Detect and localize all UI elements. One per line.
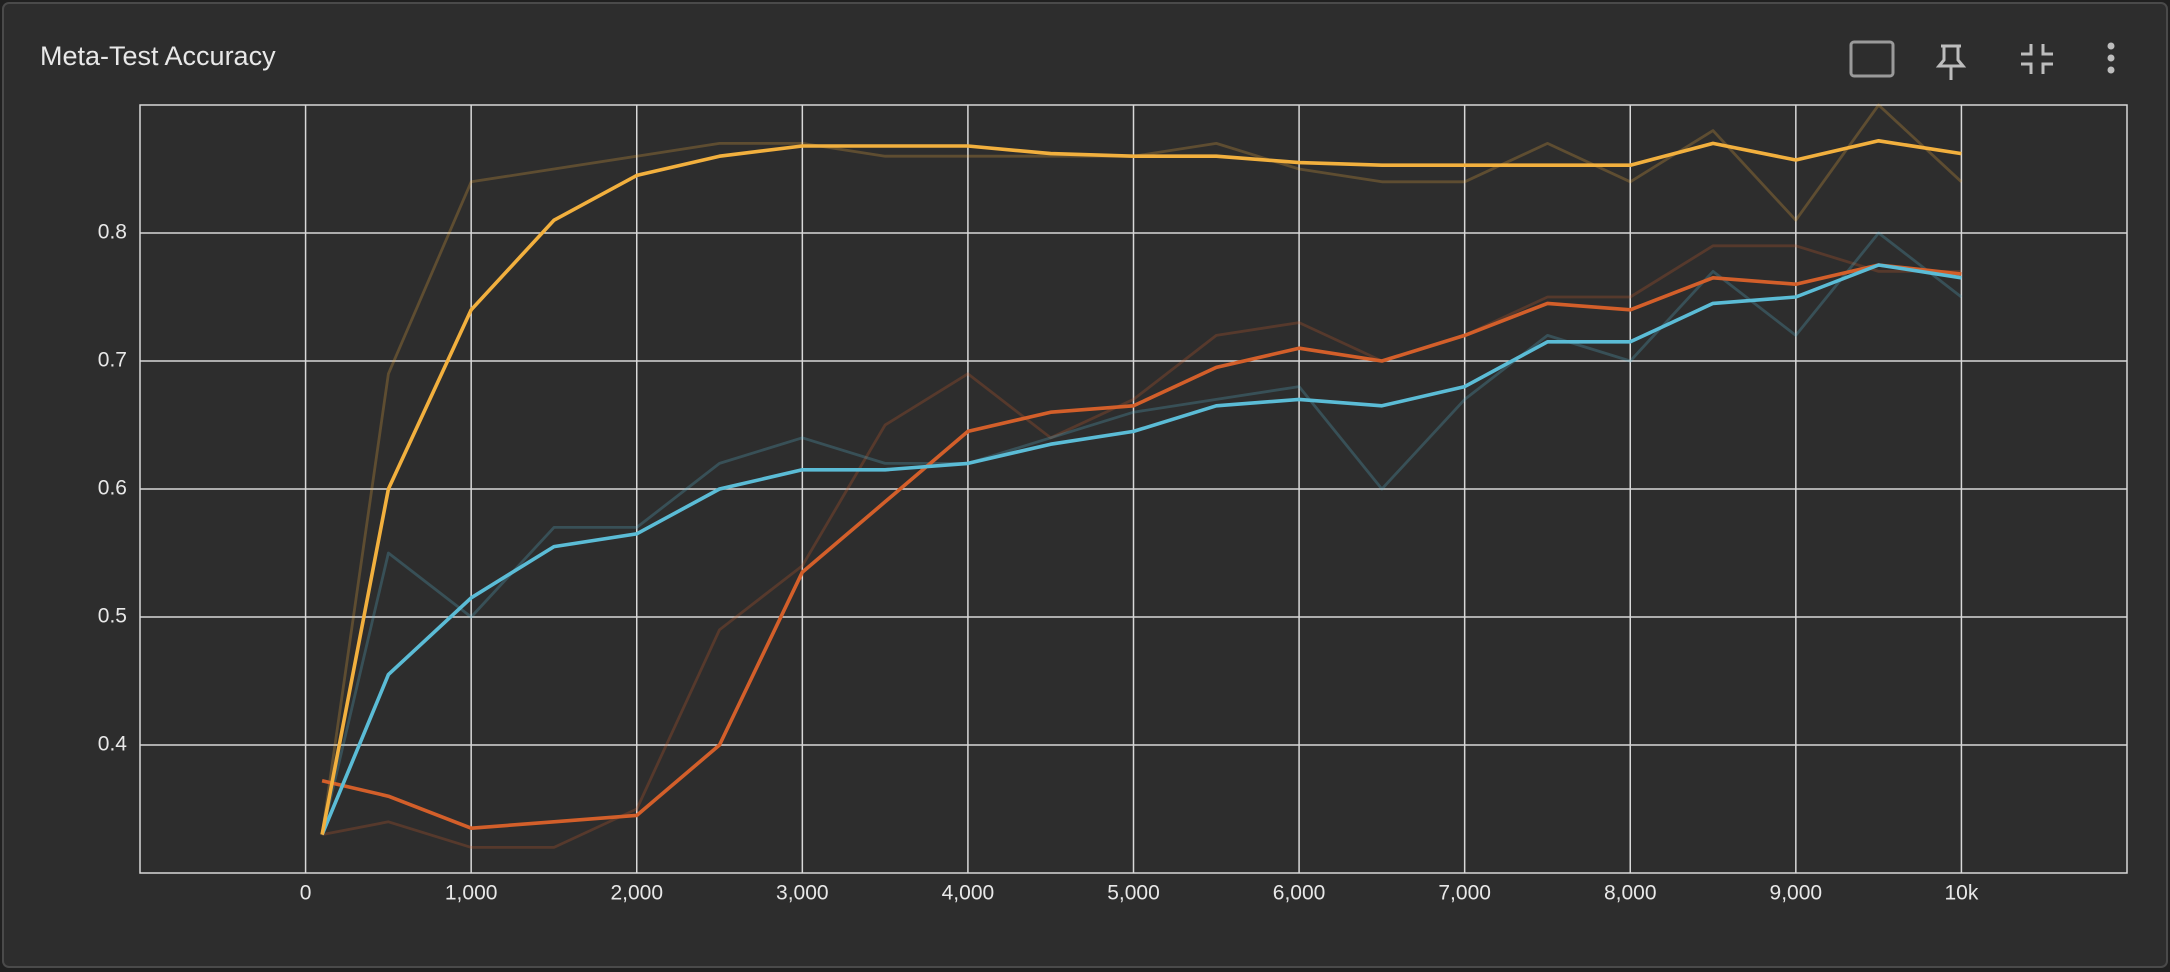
fit-button[interactable] [1849,40,1895,78]
x-tick-label: 4,000 [942,882,995,905]
x-tick-label: 7,000 [1438,882,1491,905]
series-line [320,139,1962,835]
series-line [321,244,1962,849]
x-tick-label: 10k [1944,882,1978,905]
pin-button[interactable] [1935,44,1967,80]
x-tick-label: 0 [300,882,312,905]
y-tick-label: 0.7 [98,349,127,372]
series-line [320,231,1963,835]
y-tick-label: 0.4 [98,733,128,756]
series-line [321,263,1962,830]
x-tick-label: 6,000 [1273,882,1326,905]
x-tick-label: 3,000 [776,882,829,905]
x-tick-label: 1,000 [445,882,498,905]
y-tick-label: 0.5 [98,605,127,628]
x-tick-label: 9,000 [1770,882,1823,905]
x-tick-label: 5,000 [1107,882,1160,905]
collapse-button[interactable] [2021,44,2053,74]
series-line [320,263,1962,836]
y-tick-label: 0.6 [98,477,127,500]
menu-button[interactable] [2107,42,2115,74]
x-tick-label: 2,000 [610,882,663,905]
y-tick-label: 0.8 [98,221,127,244]
x-tick-label: 8,000 [1604,882,1657,905]
chart-title: Meta-Test Accuracy [40,41,276,71]
